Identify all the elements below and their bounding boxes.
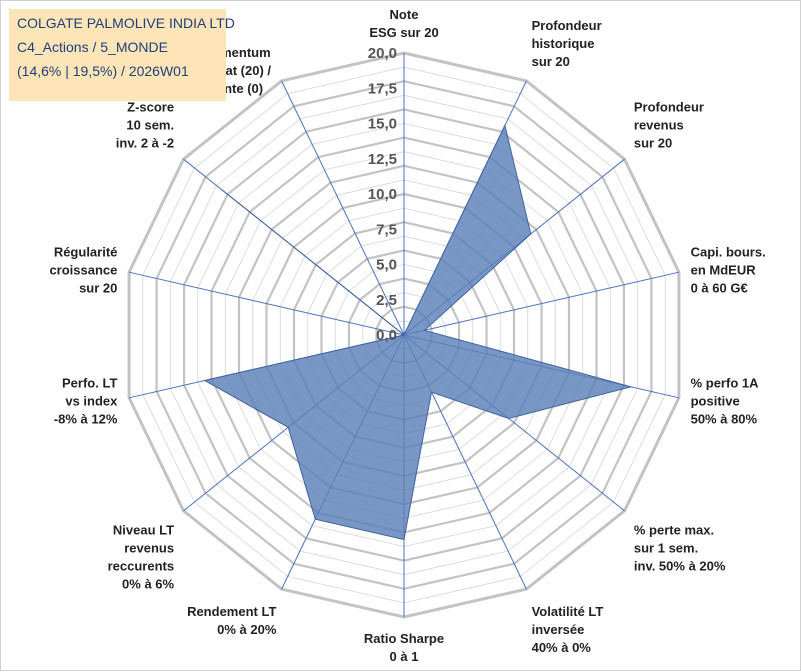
tick-label: 0,0 xyxy=(376,327,397,344)
axis-label-line: 0 à 60 G€ xyxy=(691,281,748,296)
axis-label: Profondeur revenus sur 20 xyxy=(634,100,704,151)
axis-label-line: Capi. bours. xyxy=(691,245,766,260)
axis-label-line: Profondeur xyxy=(532,18,602,33)
tick-label: 15,0 xyxy=(368,116,397,133)
axis-label-line: -8% à 12% xyxy=(54,411,118,426)
axis-label-line: revenus xyxy=(124,540,174,555)
axis-label: % perfo 1A positive 50% à 80% xyxy=(691,375,760,426)
axis-label-layer: Note ESG sur 20 Profondeur historique sur 20… xyxy=(49,7,765,664)
series-layer xyxy=(203,123,633,541)
axis-label-line: Ratio Sharpe xyxy=(364,631,444,646)
axis-label-line: 10 sem. xyxy=(126,118,174,133)
axis-label: Profondeur historique sur 20 xyxy=(532,18,602,69)
tick-label: 7,5 xyxy=(376,221,397,238)
axis-label: Capi. bours. en MdEUR 0 à 60 G€ xyxy=(691,245,766,296)
title-line-2: C4_Actions / 5_MONDE xyxy=(17,39,168,55)
axis-label-line: 0% à 20% xyxy=(217,622,277,637)
axis-label-line: Rendement LT xyxy=(187,604,276,619)
axis-label: Niveau LT revenus reccurents 0% à 6% xyxy=(108,522,175,591)
axis-label-line: reccurents xyxy=(108,558,174,573)
axis-label-line: Régularité xyxy=(54,245,118,260)
tick-label: 17,5 xyxy=(368,80,397,97)
axis-label: Perfo. LT vs index -8% à 12% xyxy=(54,375,118,426)
axis-label-line: Niveau LT xyxy=(113,522,174,537)
tick-label: 12,5 xyxy=(368,151,397,168)
axis-label-line: revenus xyxy=(634,118,684,133)
axis-label-line: positive xyxy=(691,393,740,408)
axis-label: Volatilité LT inversée 40% à 0% xyxy=(532,604,604,655)
tick-label: 2,5 xyxy=(376,292,397,309)
axis-label-line: Volatilité LT xyxy=(532,604,604,619)
axis-label-line: ESG sur 20 xyxy=(369,25,438,40)
title-line-3: (14,6% | 19,5%) / 2026W01 xyxy=(17,63,189,79)
axis-label-line: en MdEUR xyxy=(691,263,757,278)
axis-label-line: inv. 50% à 20% xyxy=(634,558,726,573)
axis-label: Z-score 10 sem. inv. 2 à -2 xyxy=(116,100,174,151)
axis-label: Rendement LT 0% à 20% xyxy=(187,604,277,637)
axis-label: Régularité croissance sur 20 xyxy=(49,245,117,296)
axis-label-line: croissance xyxy=(49,263,117,278)
tick-label: 20,0 xyxy=(368,45,397,62)
spoke-line xyxy=(128,271,405,336)
tick-label-layer: 0,0 2,5 5,0 7,5 10,0 12,5 15,0 17,5 20,0 xyxy=(368,45,397,344)
spoke-line xyxy=(403,271,680,336)
axis-label-line: vs index xyxy=(65,393,118,408)
axis-label-line: sur 20 xyxy=(634,136,672,151)
axis-label-line: 0 à 1 xyxy=(390,649,419,664)
spoke-line xyxy=(281,80,405,336)
axis-label-line: Note xyxy=(390,7,419,22)
axis-label: % perte max. sur 1 sem. inv. 50% à 20% xyxy=(634,522,726,573)
series-area xyxy=(203,123,633,541)
tick-label: 10,0 xyxy=(368,186,397,203)
axis-label-line: 0% à 6% xyxy=(122,576,174,591)
axis-label-line: inversée xyxy=(532,622,585,637)
axis-label-line: % perte max. xyxy=(634,522,714,537)
axis-label-line: historique xyxy=(532,36,595,51)
axis-label-line: % perfo 1A xyxy=(691,375,760,390)
axis-label-line: sur 1 sem. xyxy=(634,540,698,555)
title-line-1: COLGATE PALMOLIVE INDIA LTD xyxy=(17,15,235,31)
axis-label-line: sur 20 xyxy=(532,54,570,69)
axis-label: Ratio Sharpe 0 à 1 xyxy=(364,631,444,664)
title-box: COLGATE PALMOLIVE INDIA LTD C4_Actions /… xyxy=(9,9,235,101)
axis-label-line: Z-score xyxy=(127,100,174,115)
axis-label: Note ESG sur 20 xyxy=(369,7,438,40)
axis-label-line: 50% à 80% xyxy=(691,411,758,426)
axis-label-line: Perfo. LT xyxy=(62,375,117,390)
tick-label: 5,0 xyxy=(376,257,397,274)
axis-label-line: Profondeur xyxy=(634,100,704,115)
axis-label-line: inv. 2 à -2 xyxy=(116,136,174,151)
axis-label-line: sur 20 xyxy=(79,281,117,296)
axis-label-line: 40% à 0% xyxy=(532,640,592,655)
